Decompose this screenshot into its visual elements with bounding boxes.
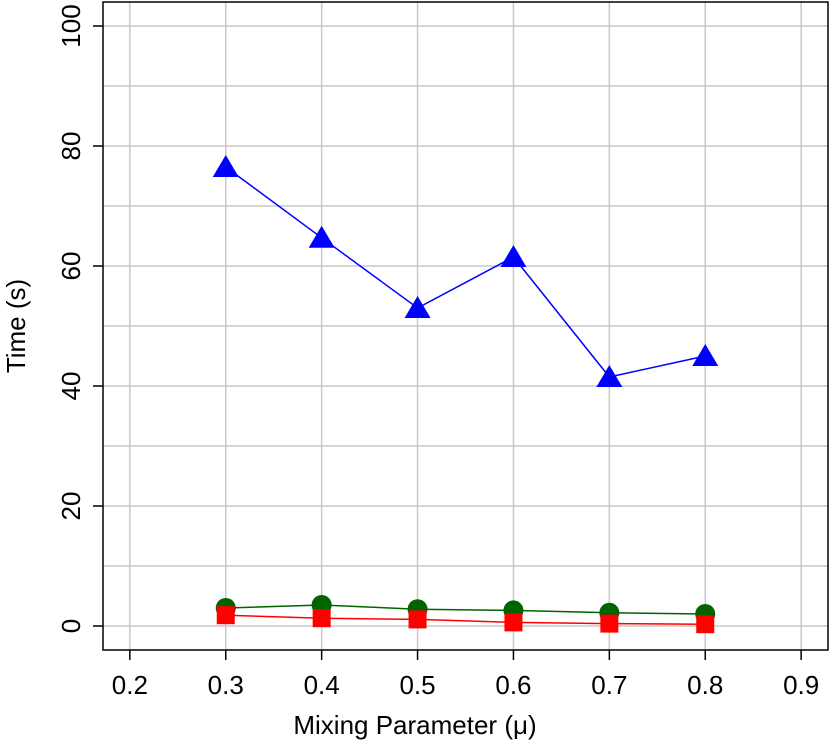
marker [408, 610, 427, 629]
marker [692, 344, 719, 366]
marker [600, 614, 619, 633]
series-line [225, 614, 706, 625]
y-axis-label: Time (s) [1, 279, 31, 373]
marker [212, 155, 239, 177]
x-tick-label: 0.7 [591, 670, 627, 700]
marker [404, 296, 431, 318]
x-tick-label: 0.2 [112, 670, 148, 700]
y-tick-label: 60 [56, 252, 86, 281]
series-line [225, 166, 706, 378]
x-tick-label: 0.5 [399, 670, 435, 700]
y-tick-label: 80 [56, 132, 86, 161]
marker [216, 606, 235, 625]
x-tick-label: 0.6 [495, 670, 531, 700]
x-tick-label: 0.8 [687, 670, 723, 700]
marker [696, 615, 715, 634]
y-tick-label: 20 [56, 492, 86, 521]
marker [312, 609, 331, 628]
marker [504, 613, 523, 632]
marker [596, 365, 623, 387]
y-tick-label: 40 [56, 372, 86, 401]
x-axis-label: Mixing Parameter (μ) [293, 710, 536, 740]
y-tick-label: 0 [56, 619, 86, 633]
y-tick-label: 100 [56, 4, 86, 47]
marker [500, 245, 527, 267]
marker [308, 225, 335, 248]
plot-frame [102, 1, 829, 651]
series-line [225, 604, 706, 615]
x-tick-label: 0.3 [208, 670, 244, 700]
x-tick-label: 0.4 [304, 670, 340, 700]
x-tick-label: 0.9 [783, 670, 819, 700]
